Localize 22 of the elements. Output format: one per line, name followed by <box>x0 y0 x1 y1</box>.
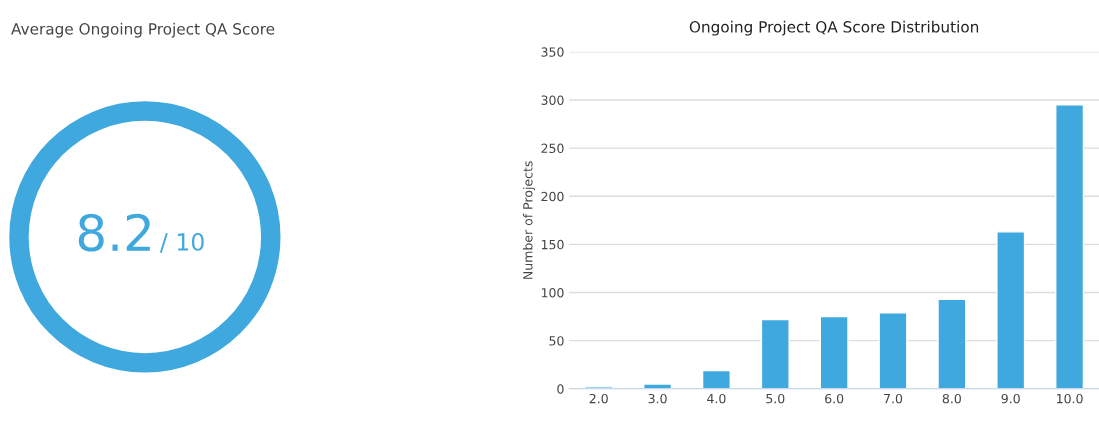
x-tick-label: 10.0 <box>1057 393 1083 404</box>
y-tick-label: 250 <box>541 143 564 154</box>
text: / 10 <box>159 232 204 253</box>
x-tick-label: 9.0 <box>1001 393 1020 404</box>
chart-title: Ongoing Project QA Score Distribution <box>689 20 979 36</box>
y-tick-label: 150 <box>541 239 564 250</box>
text: Average Ongoing Project QA Score <box>11 22 275 38</box>
y-tick-label: 350 <box>541 47 564 57</box>
text: 8.2 <box>78 213 150 252</box>
x-tick-label: 7.0 <box>884 393 903 404</box>
x-tick-label: 2.0 <box>589 393 608 404</box>
y-tick-label: 100 <box>541 288 564 298</box>
y-tick-label: 0 <box>557 384 564 394</box>
x-tick-label: 6.0 <box>825 393 844 404</box>
y-tick-label: 50 <box>549 336 564 346</box>
x-tick-label: 5.0 <box>766 393 785 404</box>
x-tick-label: 3.0 <box>648 393 667 404</box>
x-tick-label: 4.0 <box>707 393 726 404</box>
y-axis-title: Number of Projects <box>522 161 536 279</box>
y-tick-label: 200 <box>541 191 564 202</box>
y-tick-label: 300 <box>541 95 564 105</box>
x-tick-label: 8.0 <box>942 393 961 404</box>
